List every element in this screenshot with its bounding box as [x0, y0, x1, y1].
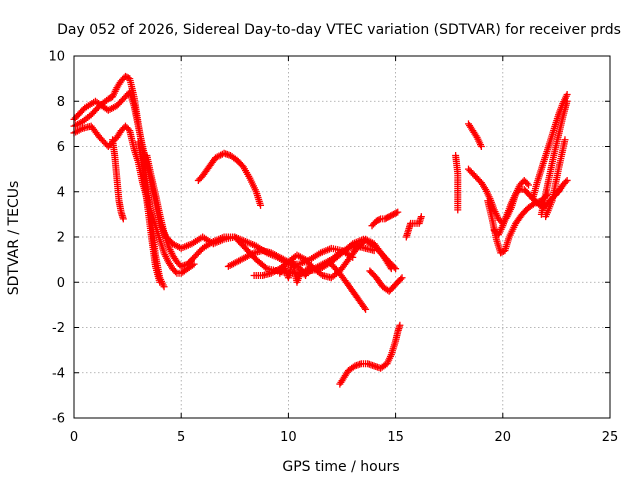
data-point: [119, 215, 127, 223]
series-pass-24: [555, 176, 571, 196]
y-tick-label: 0: [57, 276, 65, 291]
data-point: [563, 97, 571, 105]
series-pass-06: [134, 138, 164, 286]
data-point: [362, 305, 370, 313]
series-pass-13: [336, 321, 404, 388]
data-point: [563, 176, 571, 184]
data-point: [417, 213, 425, 221]
data-point: [188, 261, 196, 269]
y-tick-label: 2: [57, 231, 65, 246]
data-point: [398, 274, 406, 282]
data-point: [396, 321, 404, 329]
chart-title: Day 052 of 2026, Sidereal Day-to-day VTE…: [57, 22, 621, 38]
x-tick-label: 20: [495, 430, 512, 445]
series-pass-09: [250, 235, 395, 282]
y-tick-label: 6: [57, 140, 65, 155]
series-pass-05: [143, 152, 400, 277]
data-point: [392, 209, 400, 217]
y-tick-labels: -6 -4 -2 0 2 4 6 8 10: [48, 50, 65, 427]
data-point: [561, 136, 569, 144]
series-pass-17: [464, 120, 485, 150]
plot-frame: [73, 55, 611, 419]
data-point: [397, 275, 405, 283]
y-axis-label: SDTVAR / TECUs: [6, 181, 22, 296]
data-point: [562, 178, 570, 186]
data-marks: [70, 72, 571, 388]
data-point: [160, 283, 168, 291]
data-point: [257, 201, 265, 209]
data-point: [525, 181, 533, 189]
y-tick-label: -6: [52, 412, 65, 427]
data-point: [454, 206, 462, 214]
series-pass-07: [194, 149, 265, 209]
x-tick-label: 5: [177, 430, 185, 445]
data-point: [563, 90, 571, 98]
series-pass-04: [109, 136, 127, 223]
series-pass-15: [402, 213, 425, 241]
series-pass-10: [276, 258, 314, 286]
data-point: [515, 187, 523, 195]
y-tick-label: -4: [52, 366, 65, 381]
x-axis-label: GPS time / hours: [282, 459, 399, 475]
series-pass-23: [542, 136, 569, 221]
data-point: [306, 260, 314, 268]
series-pass-12: [366, 267, 406, 295]
y-tick-label: -2: [52, 321, 65, 336]
data-point: [394, 208, 402, 216]
x-tick-label: 10: [280, 430, 297, 445]
series-pass-22: [537, 97, 571, 218]
series-pass-21: [529, 90, 571, 203]
series-pass-16: [452, 152, 462, 214]
data-point: [523, 179, 531, 187]
x-tick-labels: 0 5 10 15 20 25: [70, 430, 618, 445]
data-point: [387, 265, 395, 273]
data-point: [477, 143, 485, 150]
y-tick-label: 8: [57, 95, 65, 110]
series-pass-11: [325, 258, 370, 313]
x-tick-label: 25: [602, 430, 619, 445]
data-point: [124, 125, 132, 133]
x-tick-label: 15: [387, 430, 404, 445]
y-tick-label: 10: [48, 50, 65, 65]
data-point: [190, 260, 198, 268]
data-point: [375, 216, 383, 224]
y-tick-label: 4: [57, 185, 65, 200]
data-point: [361, 304, 369, 312]
data-point: [156, 278, 164, 286]
data-point: [171, 268, 179, 276]
x-tick-label: 0: [70, 430, 78, 445]
series-pass-14: [368, 208, 402, 230]
series-pass-03: [70, 122, 198, 277]
data-point: [261, 263, 269, 271]
